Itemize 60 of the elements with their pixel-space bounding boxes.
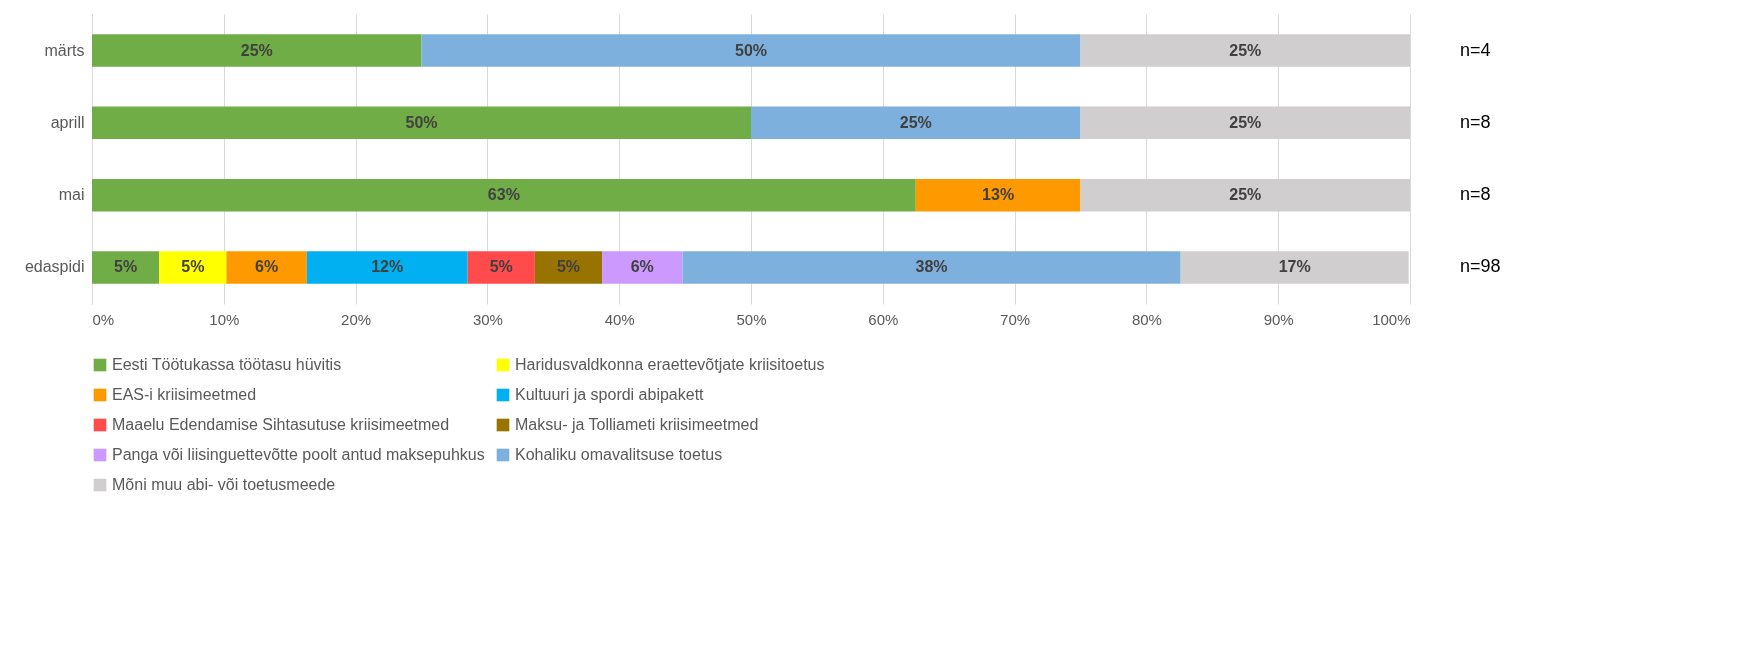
bar [226,251,307,284]
data-label: 5% [114,258,138,276]
bar [92,178,916,212]
data-label: 5% [489,258,513,276]
data-label: 5% [181,258,205,276]
data-label: 25% [1229,186,1262,204]
x-tick-label: 30% [472,310,503,328]
bar [306,251,468,284]
bar [467,251,535,284]
legend-label: Mõni muu abi- või toetusmeede [112,476,336,493]
bar [602,251,683,284]
bar [682,251,1181,284]
legend-label: Haridusvaldkonna eraettevõtjate kriisitoetus [515,356,825,373]
data-label: 63% [487,186,520,204]
y-tick-label: mai [58,186,85,204]
data-label: 25% [1229,113,1262,131]
x-tick-label: 20% [341,310,372,328]
bar [915,178,1081,212]
legend-label: Panga või liisinguettevõtte poolt antud maksepuhkus [112,446,485,463]
legend-label: Maksu- ja Tolliameti kriisimeetmed [515,416,759,433]
data-label: 25% [899,113,932,131]
data-label: 12% [371,258,404,276]
legend-label: Kohaliku omavalitsuse toetus [515,446,723,463]
data-label: 25% [240,41,273,59]
bar [92,251,160,284]
x-tick-label: 90% [1263,310,1294,328]
x-tick-label: 80% [1131,310,1162,328]
bar [92,34,422,67]
data-label: 5% [556,258,581,276]
legend-label: Maaelu Edendamise Sihtasutuse kriisimeetmed [112,416,450,433]
bar [421,34,1081,67]
legend-label: Kultuuri ja spordi abipakett [515,386,705,403]
y-tick-label: edaspidi [24,258,85,276]
text: n=8 [1460,184,1491,205]
data-label: 6% [630,258,654,276]
bar [159,251,227,284]
x-tick-label: 40% [604,310,635,328]
x-tick-label: 10% [209,310,240,328]
x-tick-label: 0% [92,310,115,328]
bar [534,251,603,284]
data-label: 25% [1229,41,1262,59]
data-label: 13% [982,186,1015,204]
text: n=98 [1460,256,1501,277]
y-tick-label: aprill [50,113,85,131]
text: n=8 [1460,111,1491,132]
bar [92,106,751,140]
data-label: 6% [255,258,279,276]
x-tick-label: 100% [1372,310,1411,328]
legend-label: Eesti Töötukassa töötasu hüvitis [112,356,342,373]
data-label: 38% [915,258,948,276]
x-tick-label: 60% [868,310,899,328]
data-label: 17% [1278,258,1311,276]
data-label: 50% [734,41,768,59]
y-tick-label: märts [44,41,85,59]
legend-label: EAS-i kriisimeetmed [112,386,257,403]
data-label: 50% [405,113,438,131]
x-tick-label: 50% [736,310,767,328]
bar [751,106,1081,140]
x-tick-label: 70% [1000,310,1031,328]
text: n=4 [1460,39,1491,60]
